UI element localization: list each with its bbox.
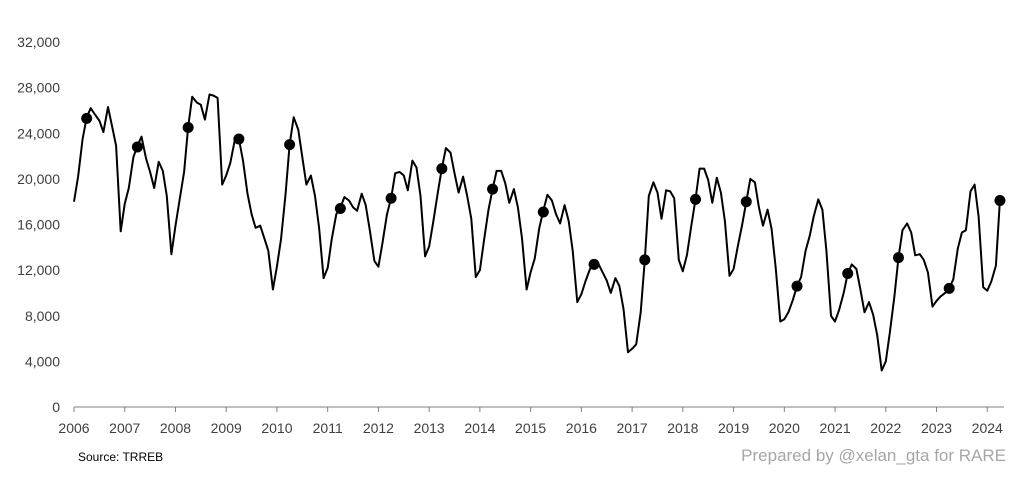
x-tick-label: 2019 (718, 420, 749, 436)
credit-note: Prepared by @xelan_gta for RARE (741, 446, 1006, 465)
data-point-marker (791, 280, 803, 292)
x-tick-label: 2007 (109, 420, 140, 436)
data-point-marker (690, 193, 702, 205)
x-tick-label: 2012 (363, 420, 394, 436)
data-point-marker (284, 139, 296, 151)
y-tick-label: 12,000 (17, 262, 60, 278)
x-tick-label: 2016 (566, 420, 597, 436)
x-tick-label: 2024 (972, 420, 1003, 436)
data-point-marker (892, 252, 904, 264)
x-tick-label: 2021 (819, 420, 850, 436)
y-tick-label: 4,000 (25, 353, 60, 369)
data-point-marker (81, 112, 93, 124)
x-tick-label: 2006 (58, 420, 89, 436)
markers-area (81, 112, 1006, 294)
x-tick-label: 2014 (464, 420, 495, 436)
data-point-marker (994, 195, 1006, 207)
y-tick-label: 32,000 (17, 34, 60, 50)
x-tick-label: 2011 (313, 420, 343, 436)
y-tick-label: 24,000 (17, 125, 60, 141)
x-tick-label: 2022 (870, 420, 901, 436)
data-point-marker (385, 192, 397, 204)
data-point-marker (588, 258, 600, 270)
y-axis: 0 4,000 8,000 12,000 16,000 20,000 24,000 28,00… (17, 34, 60, 415)
data-point-marker (436, 163, 448, 175)
data-point-marker (233, 133, 245, 145)
data-point-marker (842, 268, 854, 280)
y-tick-label: 16,000 (17, 217, 60, 233)
x-tick-label: 2017 (617, 420, 648, 436)
data-point-marker (182, 122, 194, 134)
x-tick-label: 2020 (769, 420, 800, 436)
x-tick-label: 2008 (160, 420, 191, 436)
x-tick-label: 2018 (667, 420, 698, 436)
x-tick-label: 2023 (921, 420, 952, 436)
x-axis: 2006 2007 2008 2009 2010 2011 2012 2013 2014 2015… (58, 406, 1004, 436)
data-point-marker (131, 141, 143, 153)
y-tick-label: 8,000 (25, 308, 60, 324)
data-point-marker (334, 203, 346, 215)
series-line (73, 93, 1001, 372)
x-tick-label: 2013 (414, 420, 445, 436)
data-point-marker (487, 183, 499, 195)
x-tick-label: 2015 (515, 420, 546, 436)
data-point-marker (943, 282, 955, 294)
y-tick-label: 20,000 (17, 171, 60, 187)
data-point-marker (537, 206, 549, 218)
y-tick-label: 0 (52, 399, 60, 415)
y-tick-label: 28,000 (17, 80, 60, 96)
data-point-marker (639, 254, 651, 266)
x-tick-label: 2010 (261, 420, 292, 436)
source-note: Source: TRREB (78, 450, 164, 464)
series-area (73, 93, 1001, 372)
x-tick-label: 2009 (211, 420, 242, 436)
data-point-marker (740, 196, 752, 208)
